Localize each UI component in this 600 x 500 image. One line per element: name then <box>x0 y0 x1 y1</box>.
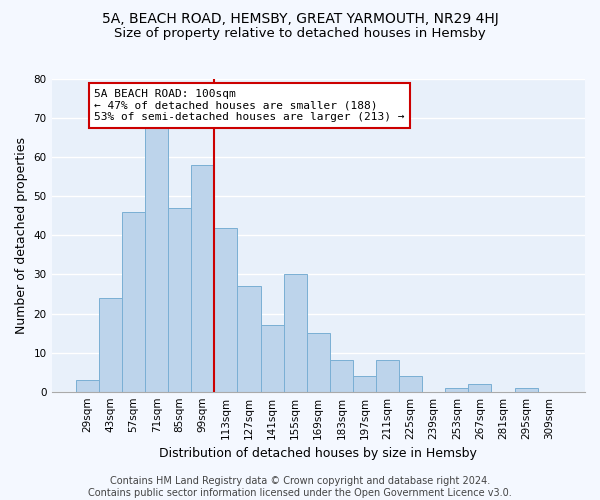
X-axis label: Distribution of detached houses by size in Hemsby: Distribution of detached houses by size … <box>160 447 477 460</box>
Y-axis label: Number of detached properties: Number of detached properties <box>15 137 28 334</box>
Bar <box>76 380 99 392</box>
Bar <box>260 325 284 392</box>
Bar <box>353 376 376 392</box>
Text: 5A, BEACH ROAD, HEMSBY, GREAT YARMOUTH, NR29 4HJ: 5A, BEACH ROAD, HEMSBY, GREAT YARMOUTH, … <box>101 12 499 26</box>
Bar <box>469 384 491 392</box>
Bar <box>191 165 214 392</box>
Bar <box>399 376 422 392</box>
Bar <box>238 286 260 392</box>
Text: Contains HM Land Registry data © Crown copyright and database right 2024.
Contai: Contains HM Land Registry data © Crown c… <box>88 476 512 498</box>
Bar <box>330 360 353 392</box>
Bar <box>122 212 145 392</box>
Bar <box>214 228 238 392</box>
Bar <box>168 208 191 392</box>
Bar <box>515 388 538 392</box>
Bar <box>99 298 122 392</box>
Bar <box>284 274 307 392</box>
Text: Size of property relative to detached houses in Hemsby: Size of property relative to detached ho… <box>114 28 486 40</box>
Text: 5A BEACH ROAD: 100sqm
← 47% of detached houses are smaller (188)
53% of semi-det: 5A BEACH ROAD: 100sqm ← 47% of detached … <box>94 89 405 122</box>
Bar <box>376 360 399 392</box>
Bar <box>307 333 330 392</box>
Bar <box>145 126 168 392</box>
Bar <box>445 388 469 392</box>
